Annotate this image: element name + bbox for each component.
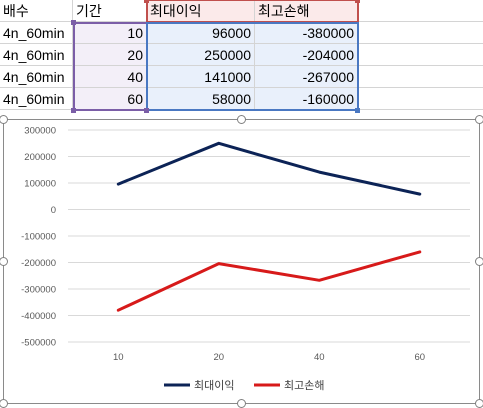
- x-tick-label: 20: [213, 352, 224, 363]
- empty-cell[interactable]: [358, 44, 483, 66]
- range-resize-handle[interactable]: [71, 20, 76, 25]
- y-tick-label: 200000: [24, 152, 56, 163]
- table-cell[interactable]: 4n_60min: [0, 44, 73, 66]
- table-cell[interactable]: -160000: [255, 88, 358, 110]
- empty-cell[interactable]: [358, 22, 483, 44]
- table-cell[interactable]: 141000: [147, 66, 255, 88]
- table-cell[interactable]: -204000: [255, 44, 358, 66]
- header-cell-max-profit[interactable]: 최대이익: [147, 0, 255, 22]
- table-cell[interactable]: 10: [73, 22, 147, 44]
- table-cell[interactable]: 40: [73, 66, 147, 88]
- legend-label-2: 최고손해: [284, 378, 324, 392]
- chart-plot: 300000 200000 100000 0 -100000 -200000 -300000…: [21, 126, 470, 392]
- table-cell[interactable]: -380000: [255, 22, 358, 44]
- series-line-2: [116, 250, 422, 312]
- chart-resize-handle[interactable]: [475, 115, 483, 124]
- line-chart[interactable]: 300000 200000 100000 0 -100000 -200000 -300000…: [3, 119, 480, 404]
- legend-label-1: 최대이익: [194, 379, 234, 392]
- table-cell[interactable]: 250000: [147, 44, 255, 66]
- empty-cell[interactable]: [358, 66, 483, 88]
- spreadsheet-grid: 배수 기간 최대이익 최고손해 4n_60min 10 96000 -38000…: [0, 0, 483, 120]
- chart-resize-handle[interactable]: [237, 115, 246, 124]
- series-lines: [116, 141, 422, 312]
- range-resize-handle[interactable]: [355, 0, 360, 3]
- table-cell[interactable]: 20: [73, 44, 147, 66]
- table-cell[interactable]: 58000: [147, 88, 255, 110]
- y-tick-label: 0: [51, 205, 56, 216]
- range-resize-handle[interactable]: [144, 0, 149, 3]
- y-tick-label: -500000: [21, 338, 56, 349]
- y-tick-label: -400000: [21, 311, 56, 322]
- series-line-1: [116, 141, 422, 196]
- chart-resize-handle[interactable]: [475, 257, 483, 266]
- header-cell-max-loss[interactable]: 최고손해: [255, 0, 358, 22]
- table-cell[interactable]: 96000: [147, 22, 255, 44]
- chart-resize-handle[interactable]: [0, 257, 8, 266]
- header-cell-multiplier[interactable]: 배수: [0, 0, 73, 22]
- y-tick-label: -100000: [21, 232, 56, 243]
- y-axis-tick-labels: 300000 200000 100000 0 -100000 -200000 -300000…: [21, 126, 56, 349]
- empty-cell[interactable]: [358, 0, 483, 22]
- range-resize-handle[interactable]: [355, 108, 360, 113]
- x-tick-label: 10: [113, 352, 124, 363]
- empty-cell[interactable]: [358, 88, 483, 110]
- legend[interactable]: 최대이익 최고손해: [164, 378, 324, 392]
- y-tick-label: -200000: [21, 258, 56, 269]
- table-cell[interactable]: 4n_60min: [0, 66, 73, 88]
- table-cell[interactable]: 4n_60min: [0, 88, 73, 110]
- y-tick-label: 100000: [24, 179, 56, 190]
- table-cell[interactable]: 60: [73, 88, 147, 110]
- chart-resize-handle[interactable]: [0, 115, 8, 124]
- table-cell[interactable]: 4n_60min: [0, 22, 73, 44]
- table-cell[interactable]: -267000: [255, 66, 358, 88]
- y-tick-label: -300000: [21, 285, 56, 296]
- range-resize-handle[interactable]: [144, 108, 149, 113]
- y-tick-label: 300000: [24, 126, 56, 137]
- gridlines: [68, 129, 470, 343]
- x-axis-tick-labels: 10 20 40 60: [113, 352, 425, 363]
- x-tick-label: 60: [414, 352, 425, 363]
- range-resize-handle[interactable]: [71, 108, 76, 113]
- header-cell-period[interactable]: 기간: [73, 0, 147, 22]
- x-tick-label: 40: [314, 352, 325, 363]
